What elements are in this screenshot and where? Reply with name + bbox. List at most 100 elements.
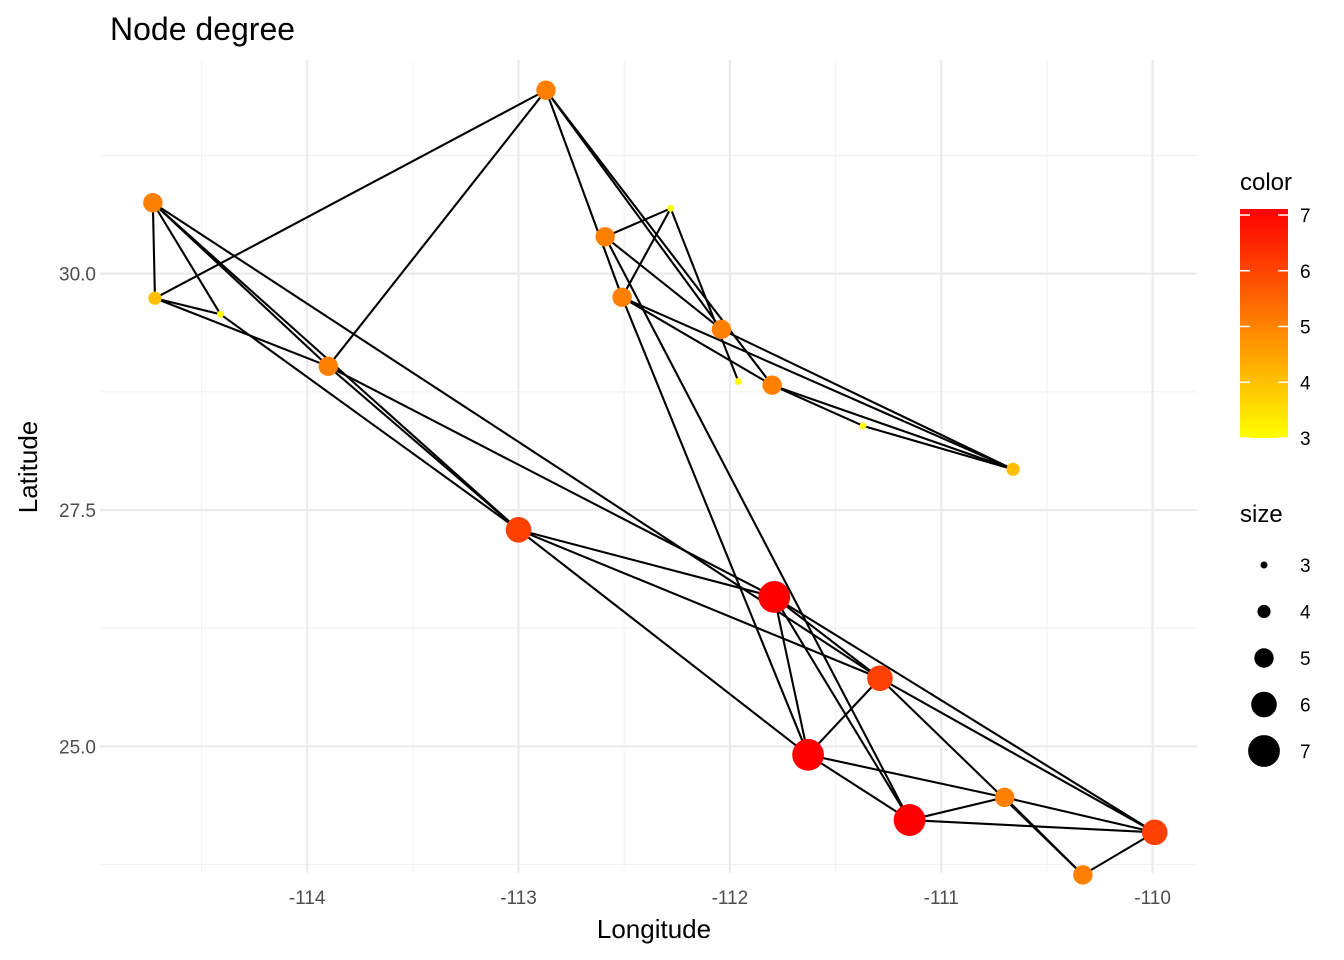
network-edge <box>773 596 810 756</box>
network-edge <box>327 365 520 531</box>
color-legend-title: color <box>1240 169 1292 196</box>
x-axis-tick-labels: -114 -113 -112 -111 -110 <box>289 888 1171 909</box>
size-legend-label: 6 <box>1300 696 1311 717</box>
color-legend-label: 6 <box>1300 262 1311 283</box>
major-gridlines-y <box>100 272 1197 748</box>
network-edge <box>545 89 723 331</box>
color-bar-ticks: 3 4 5 6 7 <box>1240 206 1311 450</box>
network-edge <box>773 596 911 821</box>
network-edge <box>773 596 881 680</box>
network-node <box>505 517 532 543</box>
size-legend: size 3 4 5 6 7 <box>1240 501 1311 767</box>
network-edge <box>720 328 1014 471</box>
color-legend-label: 7 <box>1300 206 1311 227</box>
network-node <box>758 581 791 613</box>
y-axis-title: Latitude <box>13 421 43 514</box>
network-edge <box>771 384 864 427</box>
network-edge <box>1003 796 1084 876</box>
network-node <box>595 227 615 247</box>
y-tick-label: 25.0 <box>59 737 96 758</box>
color-legend-label: 5 <box>1300 318 1311 339</box>
network-edge <box>621 296 810 756</box>
network-node <box>1006 462 1020 476</box>
chart-title: Node degree <box>110 11 295 47</box>
network-node <box>867 665 893 692</box>
y-axis-tick-labels: 25.0 27.5 30.0 <box>59 265 96 759</box>
x-tick-label: -111 <box>924 888 959 909</box>
network-edge <box>771 384 1014 471</box>
network-node <box>994 787 1015 808</box>
network-edge <box>621 296 1014 471</box>
size-legend-label: 7 <box>1300 742 1311 763</box>
network-edge <box>151 202 222 315</box>
network-node <box>792 738 824 771</box>
size-legend-key <box>1257 604 1271 619</box>
network-edge <box>154 297 329 368</box>
network-edge <box>879 677 1156 834</box>
y-tick-label: 30.0 <box>59 265 96 286</box>
network-node <box>536 80 556 100</box>
network-edge <box>154 89 547 300</box>
network-edge <box>807 753 1005 799</box>
network-node <box>711 319 732 340</box>
major-gridlines-x <box>306 60 1154 873</box>
network-edge <box>517 529 809 756</box>
network-edge <box>327 365 775 598</box>
network-edge <box>604 207 672 238</box>
network-edge <box>151 202 157 299</box>
network-edge <box>669 208 740 382</box>
network-edge <box>518 528 881 680</box>
network-node <box>667 204 675 212</box>
color-legend: color 3 4 5 6 7 <box>1240 169 1311 450</box>
network-edge <box>909 819 1155 834</box>
color-bar <box>1240 209 1288 438</box>
network-edge <box>545 89 624 298</box>
network-edge <box>909 796 1005 822</box>
network-nodes <box>143 80 1168 885</box>
x-tick-label: -110 <box>1134 888 1171 909</box>
minor-gridlines-x <box>200 60 1048 873</box>
network-edge <box>807 677 881 756</box>
color-legend-label: 4 <box>1300 373 1311 394</box>
network-node <box>1073 865 1093 885</box>
network-edge <box>219 313 520 531</box>
x-axis-title: Longitude <box>597 914 711 944</box>
network-node <box>893 804 926 836</box>
minor-gridlines-y <box>100 154 1197 866</box>
network-node <box>148 291 162 305</box>
size-legend-key <box>1260 561 1268 569</box>
network-node <box>143 193 163 213</box>
network-node <box>318 356 338 376</box>
x-tick-label: -112 <box>712 888 749 909</box>
network-node <box>612 287 632 307</box>
network-edge <box>773 596 1156 834</box>
x-tick-label: -113 <box>500 888 537 909</box>
network-edge <box>1082 831 1156 876</box>
network-edge <box>327 89 547 367</box>
network-edge <box>1004 796 1155 834</box>
size-legend-label: 3 <box>1300 556 1311 577</box>
network-node <box>762 375 782 395</box>
network-node <box>734 377 742 385</box>
network-edges <box>151 89 1156 876</box>
size-legend-key <box>1254 648 1274 668</box>
x-tick-label: -114 <box>289 888 326 909</box>
network-edge <box>862 424 1014 471</box>
size-legend-label: 4 <box>1300 603 1311 624</box>
network-node <box>859 422 867 430</box>
network-node <box>1141 819 1168 846</box>
network-edge <box>621 296 773 387</box>
size-legend-key <box>1248 735 1280 767</box>
network-edge <box>604 236 911 821</box>
size-legend-key <box>1251 691 1277 718</box>
y-tick-label: 27.5 <box>59 501 96 522</box>
size-legend-keys: 3 4 5 6 7 <box>1248 556 1311 767</box>
network-edge <box>154 297 221 316</box>
network-node <box>216 310 224 318</box>
network-edge <box>621 207 672 298</box>
network-edge <box>518 528 775 598</box>
color-legend-label: 3 <box>1300 429 1311 450</box>
size-legend-title: size <box>1240 501 1283 528</box>
size-legend-label: 5 <box>1300 649 1311 670</box>
